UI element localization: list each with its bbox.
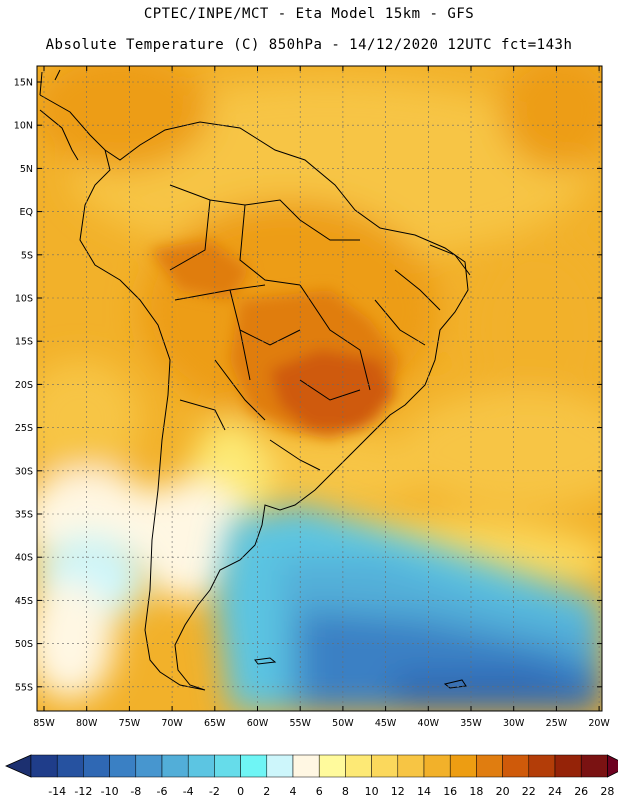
colorbar-tick-label: 14 [417, 785, 431, 798]
colorbar-tick-label: 26 [574, 785, 588, 798]
lat-label: 35S [15, 510, 33, 521]
colorbar-swatch [371, 754, 399, 778]
colorbar-swatch [292, 754, 320, 778]
colorbar-tick-label: -6 [157, 785, 168, 798]
colorbar-tick-label: 24 [548, 785, 562, 798]
colorbar-swatch [161, 754, 189, 778]
colorbar-swatch [318, 754, 346, 778]
colorbar-tick-label: -2 [209, 785, 220, 798]
colorbar-swatch [30, 754, 58, 778]
colorbar-swatch [554, 754, 582, 778]
lon-label: 60W [247, 718, 269, 729]
colorbar-swatch [109, 754, 137, 778]
colorbar: -14 -12 -10 -8 -6 -4 -2 0 2 4 6 8 10 12 14 16 18 20 22 24 26… [5, 754, 618, 798]
colorbar-tick-label: 12 [391, 785, 405, 798]
colorbar-swatch [476, 754, 503, 778]
colorbar-swatch [397, 754, 425, 778]
colorbar-tick-label: 10 [365, 785, 379, 798]
colorbar-tick-label: -4 [183, 785, 194, 798]
lon-label: 35W [460, 718, 482, 729]
lon-label: 80W [76, 718, 98, 729]
colorbar-swatch [345, 754, 372, 778]
lat-label: 25S [15, 423, 33, 434]
colorbar-tick-label: 28 [600, 785, 614, 798]
axis-ticks [37, 66, 602, 711]
temperature-field [37, 66, 602, 711]
lon-label: 85W [33, 718, 55, 729]
lat-label: 50S [15, 639, 33, 650]
colorbar-swatch [580, 754, 608, 778]
lat-label: 20S [15, 380, 33, 391]
colorbar-tick-label: 22 [522, 785, 536, 798]
lon-label: 65W [204, 718, 226, 729]
lon-label: 75W [119, 718, 141, 729]
colorbar-swatch [423, 754, 451, 778]
lat-label: 10S [15, 294, 33, 305]
lat-label: 5N [20, 164, 33, 175]
colorbar-swatch [502, 754, 530, 778]
colorbar-swatch [214, 754, 241, 778]
lon-label: 20W [588, 718, 610, 729]
map-title-line-1: CPTEC/INPE/MCT - Eta Model 15km - GFS [143, 6, 475, 22]
colorbar-tick-label: 8 [342, 785, 349, 798]
lon-label: 50W [332, 718, 354, 729]
colorbar-tick-label: -14 [48, 785, 66, 798]
lon-label: 70W [161, 718, 183, 729]
colorbar-tick-label: 18 [469, 785, 483, 798]
latitude-labels: 15N 10N 5N EQ 5S 10S 15S 20S 25S 30S 35S 40S 45S 50S 5… [14, 78, 33, 694]
colorbar-high-arrow [607, 754, 618, 778]
colorbar-tick-label: 6 [316, 785, 323, 798]
map-frame [36, 65, 603, 712]
lat-label: 10N [14, 121, 33, 132]
colorbar-swatch [266, 754, 294, 778]
colorbar-tick-label: 20 [496, 785, 510, 798]
colorbar-swatch [449, 754, 477, 778]
lat-label: 55S [15, 682, 33, 693]
colorbar-tick-label: 4 [290, 785, 297, 798]
lat-label: 45S [15, 596, 33, 607]
lat-label: 5S [21, 250, 33, 261]
coastlines [39, 69, 471, 691]
colorbar-swatch [187, 754, 215, 778]
colorbar-tick-label: -8 [130, 785, 141, 798]
colorbar-swatch [528, 754, 556, 778]
lat-label: 30S [15, 466, 33, 477]
colorbar-swatch [135, 754, 163, 778]
colorbar-swatch [240, 754, 268, 778]
colorbar-swatch [56, 754, 84, 778]
colorbar-swatch [83, 754, 110, 778]
colorbar-low-arrow [5, 754, 32, 778]
colorbar-tick-label: 0 [237, 785, 244, 798]
lat-label: 15N [14, 78, 33, 89]
colorbar-tick-label: 16 [443, 785, 457, 798]
colorbar-tick-label: -12 [74, 785, 92, 798]
lon-label: 40W [418, 718, 440, 729]
lon-label: 45W [375, 718, 397, 729]
colorbar-tick-label: 2 [263, 785, 270, 798]
lat-label: EQ [20, 207, 33, 218]
lon-label: 25W [546, 718, 568, 729]
lon-label: 55W [289, 718, 311, 729]
lat-label: 15S [15, 337, 33, 348]
lat-label: 40S [15, 553, 33, 564]
map-title-line-2: Absolute Temperature (C) 850hPa - 14/12/… [45, 37, 573, 53]
lon-label: 30W [503, 718, 525, 729]
colorbar-tick-label: -10 [101, 785, 119, 798]
longitude-labels: 85W 80W 75W 70W 65W 60W 55W 50W 45W 40W 35W 30W 25W 2… [33, 718, 610, 729]
lat-lon-grid [37, 66, 602, 711]
